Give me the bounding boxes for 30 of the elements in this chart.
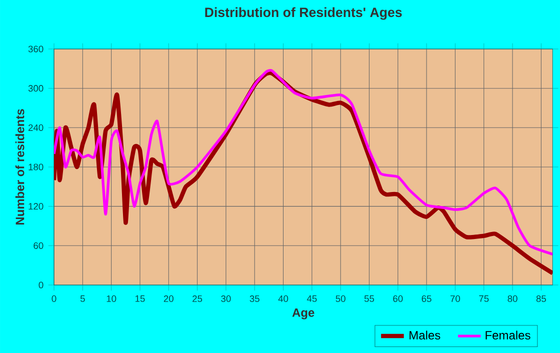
x-tick-label: 75 (479, 295, 489, 302)
chart-title: Distribution of Residents' Ages (205, 7, 402, 20)
x-tick-label: 85 (536, 295, 546, 302)
x-tick-label: 70 (450, 295, 460, 302)
y-tick-label: 120 (28, 203, 44, 210)
x-tick-label: 25 (192, 295, 202, 302)
x-tick-label: 40 (278, 295, 288, 302)
y-tick-label: 180 (28, 164, 44, 170)
y-tick-label: 300 (28, 85, 44, 92)
x-tick-label: 0 (52, 295, 56, 302)
x-tick-label: 55 (364, 295, 374, 302)
x-tick-label: 10 (106, 295, 116, 302)
legend-label: Females (486, 330, 530, 340)
legend-label: Males (410, 330, 440, 340)
x-tick-label: 30 (221, 295, 231, 302)
x-tick-label: 60 (393, 295, 403, 302)
x-tick-label: 20 (164, 295, 174, 302)
x-tick-label: 15 (136, 295, 145, 302)
y-axis-title: Number of residents (15, 109, 24, 225)
x-tick-label: 35 (250, 295, 260, 302)
x-tick-label: 65 (422, 295, 432, 302)
x-tick-label: 80 (508, 295, 518, 302)
y-tick-label: 0 (38, 282, 44, 288)
y-tick-label: 360 (28, 46, 44, 52)
y-tick-label: 240 (28, 124, 44, 131)
x-tick-label: 50 (336, 295, 346, 302)
x-tick-label: 5 (80, 295, 85, 302)
y-tick-label: 60 (34, 242, 44, 249)
x-tick-label: 45 (306, 295, 317, 302)
x-axis-title: Age (292, 308, 314, 320)
